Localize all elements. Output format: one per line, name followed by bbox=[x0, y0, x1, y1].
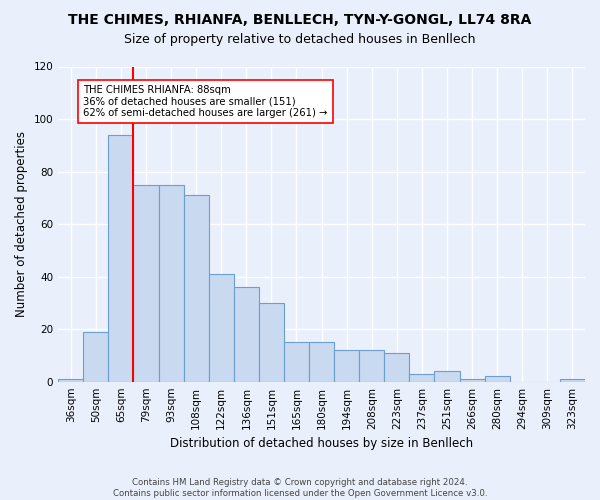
Bar bbox=[184, 195, 209, 382]
Bar bbox=[385, 353, 409, 382]
Bar bbox=[434, 371, 460, 382]
Bar bbox=[234, 287, 259, 382]
X-axis label: Distribution of detached houses by size in Benllech: Distribution of detached houses by size … bbox=[170, 437, 473, 450]
Bar bbox=[334, 350, 359, 382]
Bar bbox=[409, 374, 434, 382]
Bar bbox=[209, 274, 234, 382]
Text: THE CHIMES, RHIANFA, BENLLECH, TYN-Y-GONGL, LL74 8RA: THE CHIMES, RHIANFA, BENLLECH, TYN-Y-GON… bbox=[68, 12, 532, 26]
Text: Contains HM Land Registry data © Crown copyright and database right 2024.
Contai: Contains HM Land Registry data © Crown c… bbox=[113, 478, 487, 498]
Bar bbox=[309, 342, 334, 382]
Bar bbox=[158, 184, 184, 382]
Bar bbox=[485, 376, 510, 382]
Bar bbox=[359, 350, 385, 382]
Bar bbox=[284, 342, 309, 382]
Bar bbox=[83, 332, 109, 382]
Bar bbox=[259, 303, 284, 382]
Bar bbox=[560, 379, 585, 382]
Text: Size of property relative to detached houses in Benllech: Size of property relative to detached ho… bbox=[124, 32, 476, 46]
Text: THE CHIMES RHIANFA: 88sqm
36% of detached houses are smaller (151)
62% of semi-d: THE CHIMES RHIANFA: 88sqm 36% of detache… bbox=[83, 85, 328, 118]
Y-axis label: Number of detached properties: Number of detached properties bbox=[15, 131, 28, 317]
Bar bbox=[58, 379, 83, 382]
Bar bbox=[460, 379, 485, 382]
Bar bbox=[133, 184, 158, 382]
Bar bbox=[109, 135, 133, 382]
